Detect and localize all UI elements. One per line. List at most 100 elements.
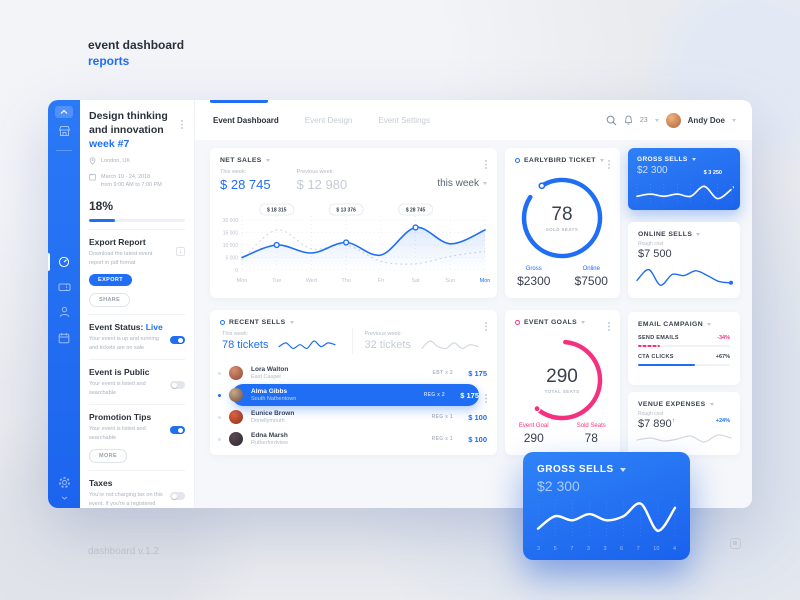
event-status-description: Your event is up and running and tickets… (89, 336, 159, 351)
event-status-title: Event Status: Live (89, 322, 163, 333)
event-goals-panel: EVENT GOALS 290 TOTAL SEATS Event Goal 2… (505, 310, 620, 455)
user-name[interactable]: Andy Doe (687, 115, 725, 125)
recent-sells-menu-icon[interactable] (485, 321, 487, 324)
store-icon[interactable] (48, 118, 80, 144)
recent-this-week-stat: This week: 78 tickets (222, 331, 338, 357)
event-status-section: Event Status: Live Your event is up and … (89, 314, 185, 359)
stats-divider (352, 328, 353, 354)
recent-sells-caret-icon[interactable] (289, 321, 294, 324)
svg-text:15 000: 15 000 (223, 230, 239, 236)
event-status-toggle[interactable] (170, 336, 185, 345)
event-goals-title: EVENT GOALS (524, 319, 578, 326)
online-sells-panel: ONLINE SELLS Rough cost $7 500 (628, 222, 740, 298)
panel-dot-icon (515, 158, 520, 163)
gross-sells-caret-icon[interactable] (691, 158, 696, 161)
rail-logo[interactable] (55, 106, 73, 118)
email-campaign-panel: EMAIL CAMPAIGN SEND EMAILS -34% CTA CLIC… (628, 312, 740, 385)
total-seats-gauge (521, 339, 603, 421)
event-progress-bar (89, 219, 185, 223)
avatar (229, 366, 243, 380)
notifications-caret-icon[interactable] (654, 118, 659, 122)
ticket-sale-row[interactable]: Edna Marsh Rutherfordview REG x 1 $ 100 (210, 428, 497, 450)
calendar-small-icon (89, 173, 96, 180)
svg-text:Sun: Sun (445, 278, 455, 284)
notification-count[interactable]: 23 (639, 116, 648, 124)
taxes-toggle[interactable] (170, 492, 185, 501)
svg-text:Tue: Tue (272, 278, 281, 284)
tab-event-settings[interactable]: Event Settings (378, 115, 430, 125)
net-sales-caret-icon[interactable] (265, 159, 270, 162)
avatar (229, 432, 243, 446)
ticket-sale-row-selected[interactable]: Alma Gibbs South Nathentown REG x 2 $ 175 (210, 384, 497, 406)
earlybird-caret-icon[interactable] (599, 159, 604, 162)
dashboard-content: NET SALES This week: $ 28 745 Previous w… (195, 140, 752, 508)
svg-text:5 000: 5 000 (225, 255, 238, 261)
send-emails-metric: SEND EMAILS -34% (628, 335, 740, 347)
page-title: event dashboard (88, 38, 185, 52)
event-week: week #7 (89, 138, 130, 151)
event-goals-menu-icon[interactable] (608, 321, 610, 324)
export-button[interactable]: EXPORT (89, 274, 133, 287)
tab-event-dashboard[interactable]: Event Dashboard (213, 115, 279, 125)
ticket-sale-row[interactable]: Eunice Brown Donellymouth REG x 1 $ 100 (210, 406, 497, 428)
online-sells-caret-icon[interactable] (696, 233, 701, 236)
svg-text:10 000: 10 000 (223, 243, 239, 249)
svg-text:Mon: Mon (480, 278, 491, 284)
online-sells-value: $7 500 (638, 248, 672, 260)
taxes-title: Taxes (89, 478, 113, 489)
svg-text:30 000: 30 000 (223, 218, 239, 224)
icon-rail (48, 100, 80, 508)
venue-expenses-title: VENUE EXPENSES (638, 401, 706, 408)
gross-sells-value: $2 300 (637, 165, 668, 176)
venue-expenses-caret-icon[interactable] (709, 403, 714, 406)
bell-icon[interactable] (624, 115, 633, 126)
dashboard-icon[interactable] (48, 249, 80, 275)
floating-gross-sells-caret-icon[interactable] (619, 467, 626, 472)
taxes-section: Taxes You're not charging tax on this ev… (89, 470, 185, 508)
svg-text:Mon: Mon (237, 278, 248, 284)
gross-sells-floating-card[interactable]: GROSS SELLS $2 300 3 5 7 3 3 6 7 10 4 (523, 452, 690, 560)
this-week-stat: This week: $ 28 745 (220, 169, 271, 192)
user-icon[interactable] (48, 299, 80, 325)
svg-text:$ 13 376: $ 13 376 (336, 208, 356, 214)
ticket-icon[interactable] (48, 275, 80, 299)
more-button[interactable]: MORE (89, 449, 128, 464)
row-menu-icon[interactable] (485, 394, 487, 396)
venue-expenses-subtitle: Rough cost (638, 411, 664, 417)
net-sales-menu-icon[interactable] (485, 159, 487, 162)
search-icon[interactable] (606, 115, 617, 126)
active-tab-indicator (210, 100, 268, 103)
settings-gear-icon[interactable] (48, 469, 80, 496)
calendar-icon[interactable] (48, 325, 80, 351)
download-icon[interactable]: ↓ (176, 247, 185, 257)
top-navigation: Event Dashboard Event Design Event Setti… (195, 100, 752, 140)
range-selector-dropdown[interactable]: this week (437, 175, 487, 192)
dashboard-version: dashboard v.1.2 (88, 546, 159, 557)
event-public-title: Event is Public (89, 367, 150, 378)
event-goals-caret-icon[interactable] (581, 321, 586, 324)
earlybird-menu-icon[interactable] (608, 159, 610, 162)
export-report-title: Export Report (89, 237, 146, 248)
user-avatar[interactable] (665, 112, 681, 128)
event-location: London, UK (89, 157, 185, 166)
gross-sells-title: GROSS SELLS (637, 156, 688, 163)
user-menu-caret-icon[interactable] (732, 118, 736, 122)
ticket-sale-row[interactable]: Lora Walton East Casper EBT x 2 $ 175 (210, 362, 497, 384)
floating-gross-sells-title: GROSS SELLS (537, 464, 614, 475)
floating-gross-sells-chart (536, 500, 677, 538)
chevron-down-icon[interactable] (48, 496, 80, 508)
promotion-tips-toggle[interactable] (170, 426, 185, 435)
cta-clicks-metric: CTA CLICKS +67% (628, 354, 740, 366)
svg-text:Fri: Fri (378, 278, 384, 284)
venue-expenses-delta: +24% (715, 418, 730, 424)
online-sells-title: ONLINE SELLS (638, 231, 693, 238)
tab-event-design[interactable]: Event Design (304, 115, 353, 125)
export-report-section: Export Report Download the latest event … (89, 229, 185, 314)
svg-text:$ 18 315: $ 18 315 (267, 208, 287, 214)
event-card-menu-icon[interactable] (181, 120, 183, 122)
event-public-toggle[interactable] (170, 381, 185, 390)
email-campaign-title: EMAIL CAMPAIGN (638, 321, 704, 328)
email-campaign-caret-icon[interactable] (707, 323, 712, 326)
previous-week-stat: Previous week: $ 12 980 (296, 169, 348, 192)
share-button[interactable]: SHARE (89, 293, 131, 308)
